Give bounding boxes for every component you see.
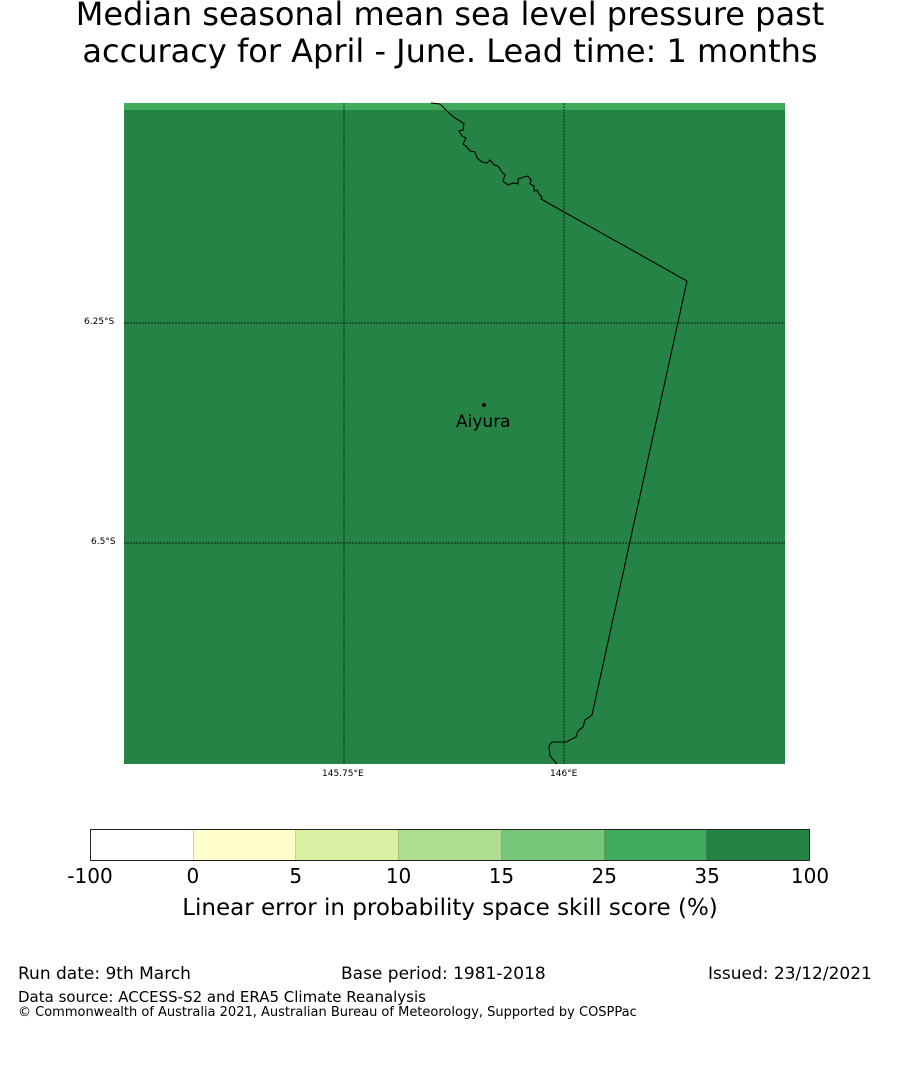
colorbar-tick-label: 15 — [488, 864, 515, 888]
colorbar-segment — [91, 830, 194, 860]
colorbar-segment — [296, 830, 400, 860]
colorbar-segment — [399, 830, 502, 860]
data-source: Data source: ACCESS-S2 and ERA5 Climate … — [18, 988, 426, 1006]
issued-date: Issued: 23/12/2021 — [708, 964, 872, 984]
title-line-1: Median seasonal mean sea level pressure … — [75, 0, 825, 33]
lat-label-6.25: 6.25°S — [84, 317, 115, 327]
title-line-2: accuracy for April - June. Lead time: 1 … — [82, 32, 818, 70]
location-marker — [482, 403, 486, 407]
copyright: © Commonwealth of Australia 2021, Austra… — [18, 1005, 637, 1020]
colorbar-tick-label: 10 — [385, 864, 412, 888]
gridlines — [124, 103, 785, 764]
map — [124, 102, 785, 765]
run-date: Run date: 9th March — [18, 964, 191, 984]
colorbar-segment — [193, 830, 297, 860]
colorbar-segment — [604, 830, 708, 860]
coastline-boundary — [430, 102, 688, 765]
colorbar-tick-label: 100 — [790, 864, 830, 888]
colorbar-segment — [707, 830, 810, 860]
lon-label-146: 146°E — [550, 769, 578, 779]
colorbar-tick-label: 5 — [289, 864, 303, 888]
top-strip — [124, 103, 785, 110]
colorbar-tick-label: -100 — [67, 864, 113, 888]
location-label: Aiyura — [456, 412, 511, 432]
map-area — [124, 103, 785, 764]
base-period: Base period: 1981-2018 — [341, 964, 546, 984]
colorbar — [90, 829, 810, 861]
chart-title: Median seasonal mean sea level pressure … — [0, 0, 900, 70]
colorbar-tick-label: 35 — [694, 864, 720, 888]
colorbar-tick-label: 25 — [591, 864, 618, 888]
lat-label-6.5: 6.5°S — [91, 537, 116, 547]
lon-label-145.75: 145.75°E — [322, 769, 364, 779]
colorbar-tick-label: 0 — [186, 864, 200, 888]
colorbar-label: Linear error in probability space skill … — [182, 895, 718, 921]
colorbar-segment — [501, 830, 605, 860]
